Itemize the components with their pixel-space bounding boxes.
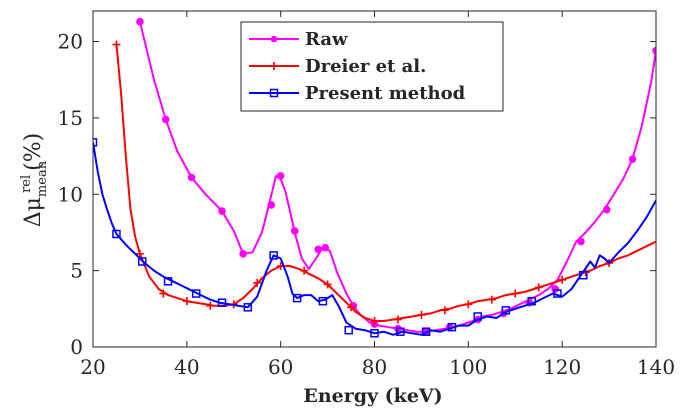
x-tick-label: 120 xyxy=(543,355,581,379)
data-point xyxy=(323,280,332,289)
data-point xyxy=(447,322,457,332)
data-point xyxy=(527,296,536,306)
data-point xyxy=(161,115,170,124)
data-point xyxy=(553,289,562,298)
y-axis-label-subscript: mean xyxy=(35,160,50,197)
y-tick-label: 10 xyxy=(58,182,83,206)
data-point xyxy=(370,329,379,338)
data-point xyxy=(93,138,98,147)
data-point xyxy=(243,303,253,312)
series-line xyxy=(93,142,656,336)
data-point xyxy=(577,237,585,246)
data-point xyxy=(473,312,482,321)
y-tick-label: 20 xyxy=(58,30,83,54)
data-point xyxy=(159,289,168,298)
legend-marker xyxy=(270,62,278,70)
data-point xyxy=(138,257,147,266)
data-point xyxy=(239,250,247,258)
data-point xyxy=(217,298,227,307)
data-point xyxy=(292,293,302,303)
series-layer xyxy=(93,17,656,338)
x-tick-label: 80 xyxy=(362,355,387,379)
legend-item: Raw xyxy=(249,29,348,50)
data-point xyxy=(558,275,567,284)
data-point xyxy=(300,266,309,275)
data-point xyxy=(135,249,144,258)
data-point xyxy=(321,243,330,252)
data-point xyxy=(440,306,449,315)
y-axis-label-unit: (%) xyxy=(21,133,46,171)
data-point xyxy=(112,40,121,49)
data-point xyxy=(206,301,215,310)
y-tick-label: 0 xyxy=(70,335,83,359)
x-tick-label: 100 xyxy=(449,355,487,379)
data-point xyxy=(396,327,405,336)
y-axis-label-delta-mu: Δμ xyxy=(21,197,46,227)
legend-marker xyxy=(270,35,278,43)
y-tick-label: 5 xyxy=(70,259,83,283)
data-point xyxy=(267,201,276,209)
data-point xyxy=(511,289,520,298)
legend-label: Raw xyxy=(305,29,348,50)
data-point xyxy=(501,306,511,315)
legend-label: Dreier et al. xyxy=(305,56,426,77)
data-point xyxy=(112,229,121,239)
series-0 xyxy=(136,17,656,336)
data-point xyxy=(579,270,588,280)
data-point xyxy=(551,285,559,293)
data-point xyxy=(602,205,611,214)
data-point xyxy=(182,297,191,306)
x-tick-label: 40 xyxy=(174,355,199,379)
y-axis-label-superscript: rel xyxy=(19,175,34,193)
data-point xyxy=(187,173,196,182)
series-2 xyxy=(93,138,656,338)
data-point xyxy=(534,283,543,292)
data-point xyxy=(218,207,226,215)
data-point xyxy=(276,172,285,180)
data-point xyxy=(136,17,144,26)
y-tick-label: 15 xyxy=(58,106,83,130)
data-point xyxy=(253,278,262,287)
data-point xyxy=(417,310,426,319)
x-tick-label: 60 xyxy=(268,355,293,379)
data-point xyxy=(191,289,201,298)
data-point xyxy=(163,277,173,286)
data-point xyxy=(628,155,637,163)
data-point xyxy=(314,245,323,254)
legend: Raw Dreier et al. Present method xyxy=(240,21,504,112)
data-point xyxy=(290,227,299,235)
data-point xyxy=(487,295,496,304)
x-tick-label: 140 xyxy=(637,355,675,379)
data-point xyxy=(269,251,278,260)
legend-item: Dreier et al. xyxy=(249,56,426,77)
x-axis-label: Energy (keV) xyxy=(303,385,442,407)
x-tick-label: 20 xyxy=(80,355,105,379)
series-line xyxy=(138,21,656,333)
series-1 xyxy=(112,40,656,326)
data-point xyxy=(318,296,328,306)
legend-marker xyxy=(269,88,279,98)
y-axis-label: Δμmeanrel (%) xyxy=(19,133,50,228)
ticks-layer: 20 40 60 80 100 120 140 0 5 10 15 20 xyxy=(58,11,675,379)
data-point xyxy=(393,315,402,324)
legend-label: Present method xyxy=(305,83,466,104)
data-point xyxy=(464,300,473,309)
data-point xyxy=(344,325,353,335)
data-point xyxy=(652,46,656,55)
data-point xyxy=(421,327,431,336)
data-point xyxy=(370,317,379,326)
legend-item: Present method xyxy=(249,83,466,104)
data-point xyxy=(347,303,356,312)
